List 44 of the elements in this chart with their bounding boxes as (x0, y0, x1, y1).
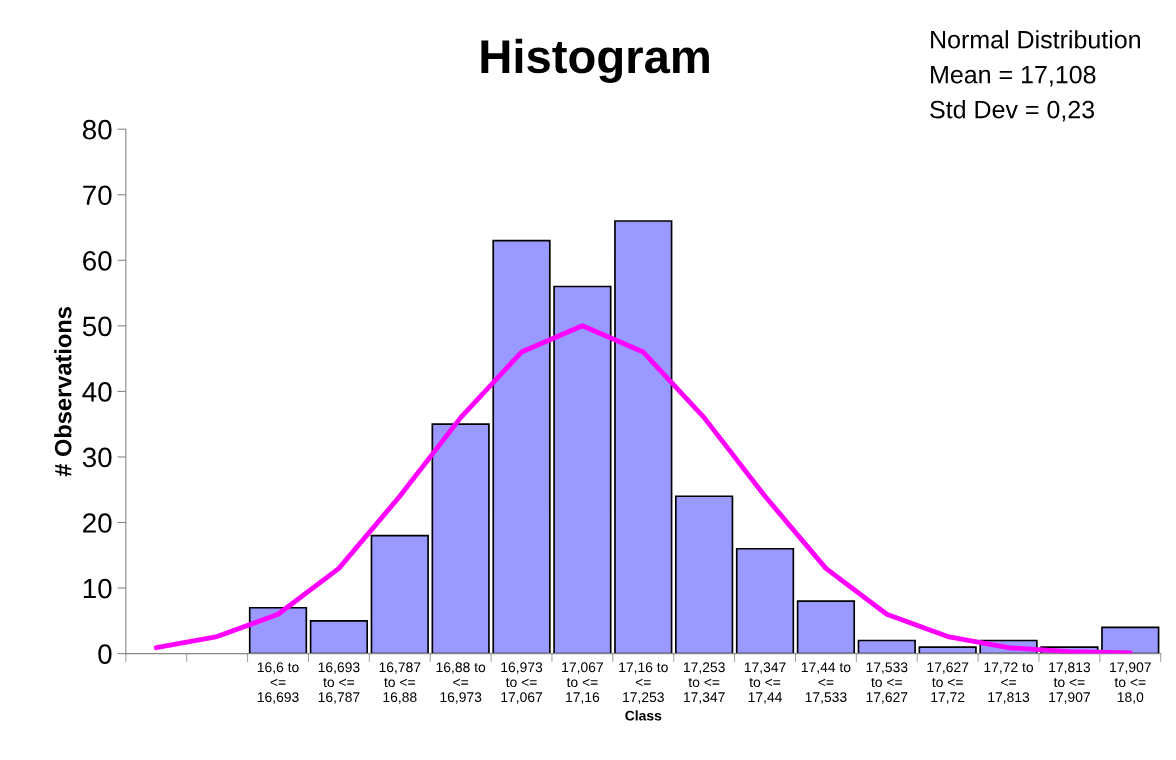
bar (675, 495, 734, 654)
x-tick-label: 17,907 to <= 18,0 (1110, 662, 1151, 704)
line-series (153, 323, 1133, 654)
x-tick-label: 17,16 to <= 17,253 (619, 662, 668, 704)
x-tick-label: 17,44 to <= 17,533 (801, 662, 851, 704)
bar (1101, 626, 1160, 654)
bar (553, 285, 612, 654)
x-tick-label: 16,693 to <= 16,787 (318, 662, 360, 704)
text: Mean = 17,108 (931, 65, 1096, 87)
x-tick-label: 17,067 to <= 17,16 (562, 662, 603, 704)
y-axis-title: # Observations (54, 307, 72, 477)
bar (248, 606, 308, 654)
x-tick-label: 16,973 to <= 17,067 (501, 662, 543, 704)
text: Std Dev = 0,23 (930, 100, 1095, 122)
bar (431, 423, 490, 654)
x-axis-title: Class (625, 710, 662, 721)
y-tick-label: 20 (83, 513, 112, 533)
bar (735, 547, 795, 654)
x-tick-label: 17,72 to <= 17,813 (984, 662, 1034, 704)
y-tick-label: 0 (98, 644, 112, 664)
bar (614, 220, 673, 654)
x-tick-label: 16,6 to <= 16,693 (257, 662, 299, 704)
bar (370, 534, 429, 654)
chart-title: Histogram (481, 38, 709, 83)
y-tick-label: 70 (83, 185, 112, 206)
bar (918, 646, 977, 654)
text: Normal Distribution (931, 30, 1140, 49)
x-tick-label: 17,627 to <= 17,72 (927, 662, 969, 704)
y-tick-label: 40 (82, 382, 112, 402)
y-tick-label: 50 (82, 316, 112, 337)
y-tick-label: 10 (83, 578, 112, 599)
y-tick-label: 30 (82, 447, 112, 468)
bar (492, 239, 551, 654)
x-tick-label: 16,88 to <= 16,973 (436, 662, 486, 704)
x-tick-label: 17,347 to <= 17,44 (744, 662, 786, 704)
bar (309, 619, 369, 654)
x-tick-label: 17,253 to <= 17,347 (683, 662, 725, 704)
x-tick-label: 17,533 to <= 17,627 (866, 662, 908, 704)
bar (857, 639, 916, 654)
bar (796, 600, 856, 654)
x-tick-label: 16,787 to <= 16,88 (379, 662, 421, 704)
y-tick-label: 80 (82, 119, 112, 140)
y-tick-label: 60 (83, 250, 112, 271)
x-tick-label: 17,813 to <= 17,907 (1049, 662, 1091, 704)
